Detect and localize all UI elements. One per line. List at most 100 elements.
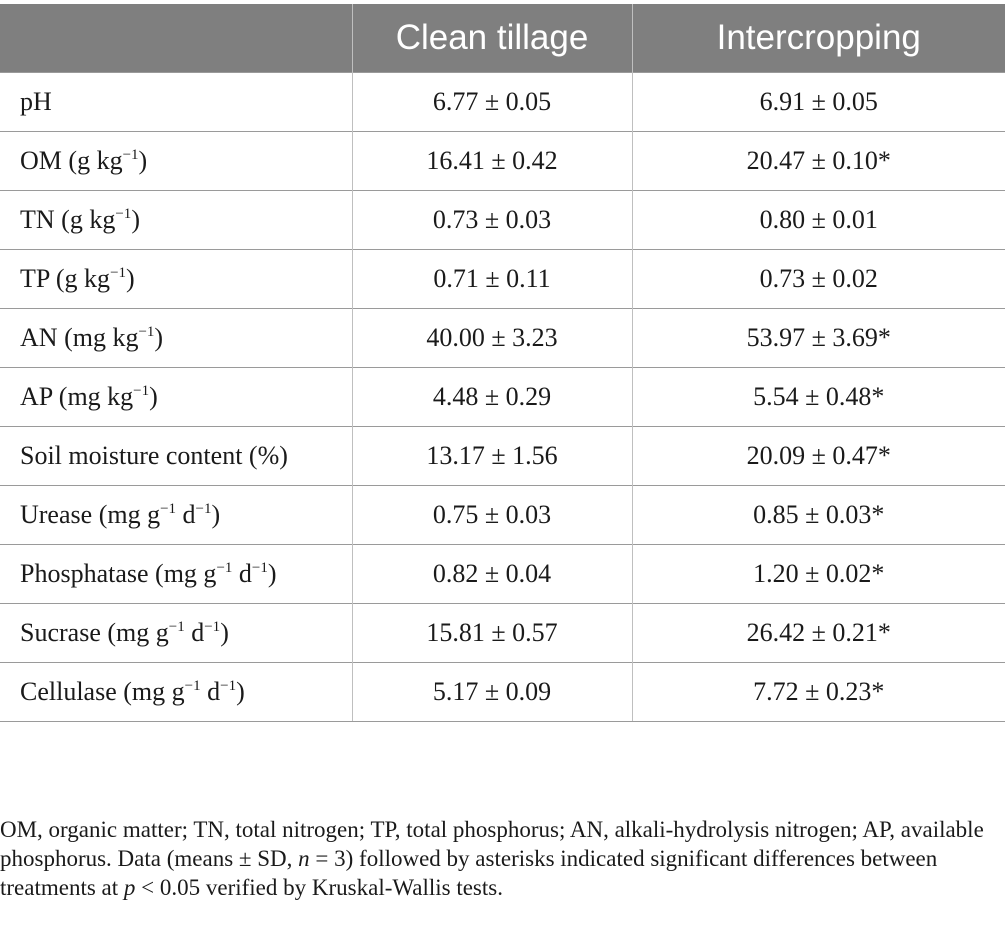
clean-tillage-value: 0.73 ± 0.03 <box>351 190 632 250</box>
clean-tillage-value: 0.75 ± 0.03 <box>351 485 632 545</box>
row-label: Soil moisture content (%) <box>20 441 288 470</box>
intercropping-value: 5.54 ± 0.48* <box>631 367 1005 427</box>
row-unit-end: ) <box>220 618 229 647</box>
row-unit: (g kg <box>49 264 111 293</box>
table-footnote: OM, organic matter; TN, total nitrogen; … <box>0 815 1000 902</box>
table-row: Soil moisture content (%) 13.17 ± 1.56 20.… <box>0 426 1005 486</box>
clean-tillage-value: 13.17 ± 1.56 <box>351 426 632 486</box>
row-unit-end: ) <box>138 146 148 175</box>
row-label-cell: pH <box>0 72 352 132</box>
row-unit: (mg g <box>100 618 169 647</box>
header-empty <box>0 4 352 73</box>
row-unit: (mg kg <box>57 323 139 352</box>
footnote-text-3: < 0.05 verified by Kruskal-Wallis tests. <box>135 875 503 900</box>
row-label-cell: AN (mg kg−1) <box>0 308 352 368</box>
row-label-cell: AP (mg kg−1) <box>0 367 352 427</box>
intercropping-value: 53.97 ± 3.69* <box>631 308 1005 368</box>
row-unit-mid: d <box>184 618 205 647</box>
row-label: AP <box>20 382 53 411</box>
row-unit-superscript: −1 <box>138 324 155 340</box>
row-label-cell: TP (g kg−1) <box>0 249 352 309</box>
row-unit-superscript: −1 <box>160 501 177 517</box>
row-unit-end: ) <box>154 323 164 352</box>
row-unit-end: ) <box>126 264 135 293</box>
row-unit-end: ) <box>236 677 245 706</box>
row-label-cell: Urease (mg g−1 d−1) <box>0 485 352 545</box>
header-clean-tillage: Clean tillage <box>351 4 632 73</box>
intercropping-value: 0.80 ± 0.01 <box>631 190 1005 250</box>
footnote-p-symbol: p <box>123 875 136 900</box>
clean-tillage-value: 4.48 ± 0.29 <box>351 367 632 427</box>
clean-tillage-value: 5.17 ± 0.09 <box>351 662 632 722</box>
table-row: Sucrase (mg g−1 d−1) 15.81 ± 0.57 26.42 ± … <box>0 603 1005 663</box>
row-label: OM <box>20 146 62 175</box>
table-row: pH 6.77 ± 0.05 6.91 ± 0.05 <box>0 72 1005 132</box>
table-row: OM (g kg−1) 16.41 ± 0.42 20.47 ± 0.10* <box>0 131 1005 191</box>
row-label: Sucrase <box>20 618 101 647</box>
row-label: Cellulase <box>20 677 117 706</box>
soil-properties-table: Clean tillage Intercropping pH 6.77 ± 0.0… <box>0 4 1005 722</box>
data-table-container: Clean tillage Intercropping pH 6.77 ± 0.0… <box>0 4 1005 722</box>
table-row: TP (g kg−1) 0.71 ± 0.11 0.73 ± 0.02 <box>0 249 1005 309</box>
clean-tillage-value: 6.77 ± 0.05 <box>351 72 632 132</box>
clean-tillage-value: 15.81 ± 0.57 <box>351 603 632 663</box>
row-label-cell: Cellulase (mg g−1 d−1) <box>0 662 352 722</box>
row-unit-mid: d <box>176 500 196 529</box>
row-unit-superscript: −1 <box>184 678 201 694</box>
row-unit: (mg g <box>116 677 185 706</box>
table-row: AP (mg kg−1) 4.48 ± 0.29 5.54 ± 0.48* <box>0 367 1005 427</box>
row-unit-superscript-2: −1 <box>204 619 221 635</box>
row-unit-end: ) <box>149 382 158 411</box>
intercropping-value: 0.85 ± 0.03* <box>631 485 1005 545</box>
table-row: Phosphatase (mg g−1 d−1) 0.82 ± 0.04 1.20 … <box>0 544 1005 604</box>
row-label: TN <box>20 205 55 234</box>
row-unit-superscript-2: −1 <box>251 560 268 576</box>
row-unit-end: ) <box>267 559 277 588</box>
clean-tillage-value: 40.00 ± 3.23 <box>351 308 632 368</box>
row-unit: (mg kg <box>52 382 134 411</box>
row-unit-end: ) <box>211 500 221 529</box>
row-unit: (mg g <box>148 559 217 588</box>
intercropping-value: 1.20 ± 0.02* <box>631 544 1005 604</box>
row-label: TP <box>20 264 50 293</box>
row-unit-end: ) <box>131 205 140 234</box>
row-unit-superscript: −1 <box>216 560 233 576</box>
row-label: AN <box>20 323 58 352</box>
row-label: pH <box>20 87 52 116</box>
row-unit-superscript: −1 <box>122 147 139 163</box>
intercropping-value: 0.73 ± 0.02 <box>631 249 1005 309</box>
row-unit-superscript: −1 <box>115 206 132 222</box>
row-unit-superscript: −1 <box>168 619 185 635</box>
intercropping-value: 20.47 ± 0.10* <box>631 131 1005 191</box>
table-header-row: Clean tillage Intercropping <box>0 4 1005 73</box>
row-label-cell: Soil moisture content (%) <box>0 426 352 486</box>
row-label: Urease <box>20 500 93 529</box>
row-unit: (mg g <box>92 500 161 529</box>
row-unit-mid: d <box>232 559 252 588</box>
intercropping-value: 6.91 ± 0.05 <box>631 72 1005 132</box>
table-row: Urease (mg g−1 d−1) 0.75 ± 0.03 0.85 ± 0.0… <box>0 485 1005 545</box>
clean-tillage-value: 0.71 ± 0.11 <box>351 249 632 309</box>
intercropping-value: 26.42 ± 0.21* <box>631 603 1005 663</box>
row-unit: (g kg <box>61 146 123 175</box>
intercropping-value: 20.09 ± 0.47* <box>631 426 1005 486</box>
row-label-cell: Phosphatase (mg g−1 d−1) <box>0 544 352 604</box>
header-intercropping: Intercropping <box>631 4 1005 73</box>
clean-tillage-value: 0.82 ± 0.04 <box>351 544 632 604</box>
row-label: Phosphatase <box>20 559 149 588</box>
footnote-text-1: OM, organic matter; TN, total nitrogen; … <box>0 817 984 871</box>
row-unit-superscript-2: −1 <box>220 678 237 694</box>
intercropping-value: 7.72 ± 0.23* <box>631 662 1005 722</box>
row-unit: (g kg <box>54 205 116 234</box>
row-unit-mid: d <box>200 677 221 706</box>
row-unit-superscript-2: −1 <box>195 501 212 517</box>
row-label-cell: TN (g kg−1) <box>0 190 352 250</box>
row-label-cell: OM (g kg−1) <box>0 131 352 191</box>
clean-tillage-value: 16.41 ± 0.42 <box>351 131 632 191</box>
row-unit-superscript: −1 <box>133 383 150 399</box>
row-label-cell: Sucrase (mg g−1 d−1) <box>0 603 352 663</box>
table-row: Cellulase (mg g−1 d−1) 5.17 ± 0.09 7.72 ± … <box>0 662 1005 722</box>
footnote-n-symbol: n <box>298 846 310 871</box>
footnote-text-2: = 3) followed by asterisks indicated sig… <box>0 846 938 900</box>
row-unit-superscript: −1 <box>110 265 127 281</box>
